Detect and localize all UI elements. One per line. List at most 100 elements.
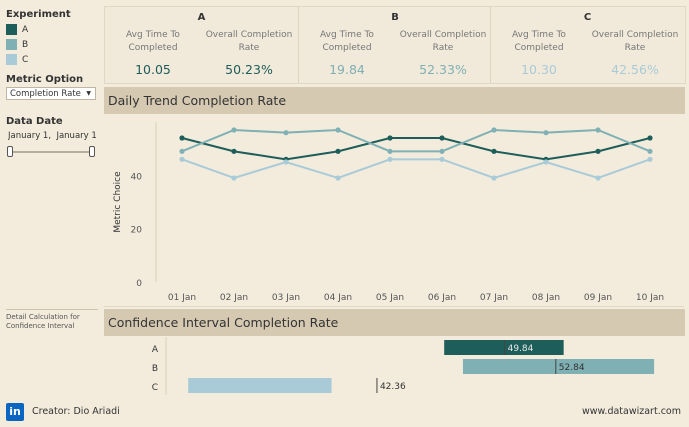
legend-swatch-b (6, 39, 17, 50)
data-point-a (387, 135, 393, 141)
y-tick-label: 0 (136, 279, 142, 289)
x-tick-label: 04 Jan (324, 293, 352, 303)
ci-bar-b (462, 359, 655, 374)
data-point-c (179, 156, 185, 162)
kpi-group-c: C Avg Time To Completed Overall Completi… (490, 7, 684, 83)
kpi-rate-value: 50.23% (225, 62, 273, 77)
footer: in Creator: Dio Ariadi www.datawizart.co… (0, 398, 689, 427)
data-point-c (283, 159, 289, 165)
kpi-avg-label: Avg Time To Completed (126, 30, 180, 53)
kpi-group-title: C (583, 12, 592, 23)
data-point-c (647, 156, 653, 162)
x-tick-label: 05 Jan (376, 293, 404, 303)
data-point-c (335, 175, 341, 181)
experiment-legend: A B C (6, 22, 28, 67)
x-tick-label: 07 Jan (480, 293, 508, 303)
legend-item-c[interactable]: C (6, 52, 28, 67)
data-point-a (335, 148, 341, 154)
y-tick-label: 20 (131, 226, 143, 236)
ci-value-label: 52.84 (559, 363, 585, 373)
date-start: January 1, (8, 131, 52, 141)
date-slider-end-handle[interactable] (89, 146, 95, 157)
date-range-text: January 1, January 10 (8, 131, 96, 141)
site-link[interactable]: www.datawizart.com (581, 406, 681, 417)
divider (6, 309, 98, 310)
kpi-rate-value: 42.56% (611, 62, 659, 77)
legend-label-b: B (22, 39, 29, 50)
data-point-c (231, 175, 237, 181)
kpi-rate-value: 52.33% (419, 62, 467, 77)
trend-chart-area: 0 20 40 Metric Choice 01 Jan 02 Jan 03 Jan 04 J… (104, 116, 684, 307)
legend-swatch-c (6, 54, 17, 65)
kpi-panel: A Avg Time To Completed Overall Completi… (104, 6, 686, 84)
x-tick-label: 03 Jan (272, 293, 300, 303)
metric-option-dropdown[interactable]: Completion Rate ▼ (6, 87, 96, 100)
kpi-avg-label: Avg Time To Completed (512, 30, 566, 53)
data-point-a (231, 148, 237, 154)
chevron-down-icon: ▼ (86, 90, 91, 97)
data-point-c (387, 156, 393, 162)
x-tick-label: 08 Jan (532, 293, 560, 303)
kpi-avg-value: 10.30 (521, 62, 557, 77)
data-point-a (647, 135, 653, 141)
ci-chart-area: A 49.84 B 52.84 C 42.36 (104, 337, 684, 395)
y-tick-label: 40 (131, 172, 143, 182)
kpi-group-title: A (197, 12, 206, 23)
data-point-c (491, 175, 497, 181)
data-point-b (231, 127, 237, 133)
legend-item-a[interactable]: A (6, 22, 28, 37)
ci-bar-c (188, 378, 332, 393)
data-point-a (439, 135, 445, 141)
detail-note: Detail Calculation for Confidence Interv… (6, 313, 80, 330)
kpi-group-a: A Avg Time To Completed Overall Completi… (105, 7, 298, 83)
legend-title: Experiment (6, 9, 71, 20)
data-point-a (595, 148, 601, 154)
kpi-rate-label: Overall Completion Rate (591, 30, 679, 53)
x-tick-label: 06 Jan (428, 293, 456, 303)
x-tick-label: 10 Jan (636, 293, 664, 303)
legend-swatch-a (6, 24, 17, 35)
data-point-b (647, 148, 653, 154)
trend-chart: 0 20 40 Metric Choice 01 Jan 02 Jan 03 Jan 04 J… (113, 122, 664, 303)
data-point-b (543, 130, 549, 136)
kpi-avg-label: Avg Time To Completed (320, 30, 374, 53)
series-line-a (181, 137, 651, 161)
series-line-c (181, 158, 651, 180)
data-point-b (439, 148, 445, 154)
x-tick-label: 01 Jan (168, 293, 196, 303)
kpi-rate-label: Overall Completion Rate (205, 30, 293, 53)
ci-value-label: 42.36 (380, 382, 406, 392)
legend-label-a: A (22, 24, 29, 35)
kpi-avg-value: 10.05 (135, 62, 171, 77)
creator-credit: Creator: Dio Ariadi (32, 406, 120, 417)
ci-value-label: 49.84 (508, 344, 534, 354)
data-point-b (595, 127, 601, 133)
ci-bar-a (444, 340, 564, 355)
date-slider-track[interactable] (10, 151, 94, 153)
legend-item-b[interactable]: B (6, 37, 28, 52)
data-point-b (387, 148, 393, 154)
legend-label-c: C (22, 54, 29, 65)
kpi-avg-value: 19.84 (329, 62, 365, 77)
ci-chart-title: Confidence Interval Completion Rate (104, 309, 685, 336)
ci-category-label: C (152, 383, 158, 393)
data-point-a (179, 135, 185, 141)
data-point-c (439, 156, 445, 162)
x-tick-label: 09 Jan (584, 293, 612, 303)
data-point-b (283, 130, 289, 136)
kpi-rate-label: Overall Completion Rate (399, 30, 487, 53)
data-point-c (543, 159, 549, 165)
trend-chart-title: Daily Trend Completion Rate (104, 87, 685, 114)
data-point-a (491, 148, 497, 154)
date-end: January 10 (56, 131, 96, 141)
linkedin-icon[interactable]: in (6, 403, 24, 421)
y-axis-label: Metric Choice (113, 171, 123, 233)
x-tick-label: 02 Jan (220, 293, 248, 303)
ci-category-label: A (152, 345, 159, 355)
ci-category-label: B (152, 364, 158, 374)
metric-option-label: Metric Option (6, 74, 84, 85)
data-date-label: Data Date (6, 116, 63, 127)
date-slider-start-handle[interactable] (7, 146, 13, 157)
data-point-b (335, 127, 341, 133)
metric-option-value: Completion Rate (10, 88, 81, 99)
